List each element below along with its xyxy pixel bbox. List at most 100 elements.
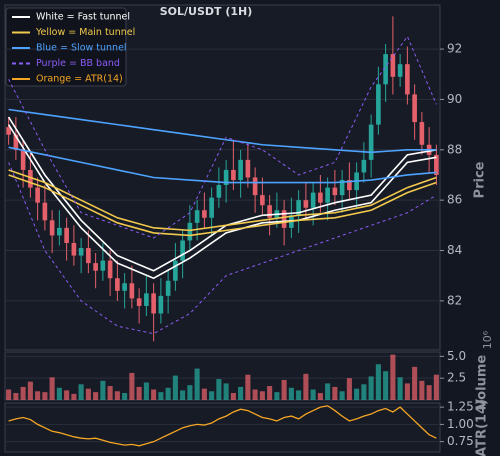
volume-axis-label: Volume: [475, 355, 490, 410]
volume-bar: [71, 393, 77, 400]
volume-bar: [426, 385, 432, 400]
candle-body: [180, 240, 185, 261]
candle-body: [129, 283, 135, 299]
legend-label: Blue = Slow tunnel: [36, 43, 127, 54]
legend-label: Purple = BB band: [36, 58, 120, 69]
candle-body: [6, 127, 11, 135]
y-tick-label: 5.0: [447, 349, 466, 363]
candle-body: [390, 54, 396, 77]
volume-bar: [383, 371, 389, 400]
volume-bar: [180, 390, 186, 400]
volume-bar: [267, 386, 273, 400]
volume-bar: [317, 393, 323, 400]
candle-body: [281, 210, 287, 228]
volume-bar: [325, 383, 331, 400]
candle-body: [13, 134, 19, 150]
y-tick-label: 90: [447, 92, 462, 106]
candle-body: [202, 210, 207, 218]
candle-body: [115, 278, 120, 291]
volume-bar: [223, 383, 229, 400]
volume-bar: [368, 376, 374, 400]
candle-body: [194, 210, 200, 223]
volume-bar: [397, 377, 403, 400]
volume-bar: [122, 393, 128, 400]
volume-bar: [259, 391, 265, 400]
candle-body: [209, 197, 214, 218]
volume-bar: [49, 377, 55, 400]
volume-bar: [201, 388, 207, 400]
candle-body: [42, 202, 48, 221]
volume-bar: [6, 389, 12, 400]
volume-bar: [209, 391, 215, 400]
candle-body: [267, 205, 272, 218]
volume-bar: [143, 382, 149, 400]
candle-body: [151, 293, 156, 314]
candle-body: [361, 159, 367, 173]
candle-body: [231, 169, 236, 181]
overlay-line: [8, 146, 437, 184]
y-tick-label: 0.75: [447, 434, 474, 448]
overlay-line: [7, 124, 437, 280]
candle-body: [122, 283, 127, 291]
volume-bar: [85, 388, 91, 400]
candle-body: [136, 298, 142, 306]
volume-bar: [274, 392, 280, 400]
candle-body: [260, 195, 265, 206]
volume-bar: [20, 386, 26, 400]
volume-bar: [339, 391, 345, 400]
price-axis-label: Price: [473, 161, 488, 198]
overlay-line: [8, 169, 437, 232]
candle-body: [318, 192, 323, 203]
atr-axis-label: ATR(14): [475, 399, 490, 456]
candle-body: [165, 280, 171, 296]
candle-body: [296, 200, 301, 216]
candle-body: [383, 54, 388, 85]
candle-body: [20, 149, 26, 170]
y-tick-label: 84: [447, 243, 462, 257]
candle-body: [158, 295, 164, 314]
y-tick-label: 86: [447, 193, 462, 207]
candle-body: [216, 185, 222, 198]
y-tick-label: 1.00: [447, 417, 474, 431]
candle-body: [173, 260, 178, 281]
volume-bar: [296, 390, 302, 400]
volume-bar: [158, 392, 164, 400]
y-tick-label: 92: [447, 42, 462, 56]
volume-bar: [107, 386, 113, 400]
volume-bar: [114, 391, 120, 400]
overlay-line: [8, 174, 437, 237]
atr-line: [8, 405, 437, 447]
candle-body: [86, 248, 91, 264]
volume-bar: [13, 393, 19, 400]
volume-bar: [56, 387, 62, 400]
candle-body: [332, 187, 338, 196]
candle-body: [405, 64, 410, 95]
candle-body: [245, 159, 251, 178]
chart-title: SOL/USDT (1H): [160, 5, 253, 18]
volume-bar: [361, 384, 367, 400]
legend-label: Orange = ATR(14): [36, 74, 123, 85]
volume-bar: [151, 389, 157, 400]
candle-body: [35, 187, 40, 203]
volume-bar: [419, 380, 425, 400]
volume-bar: [165, 387, 171, 400]
atr-panel: [4, 402, 441, 453]
volume-bar: [64, 390, 70, 400]
volume-bar: [172, 375, 178, 400]
candle-body: [49, 220, 55, 236]
candle-body: [71, 242, 77, 256]
candle-body: [310, 192, 316, 208]
candle-body: [238, 159, 243, 181]
overlay-line: [8, 35, 437, 239]
volume-bar: [27, 381, 33, 400]
volume-bar: [412, 366, 418, 400]
candle-body: [412, 94, 417, 123]
volume-bar: [100, 380, 106, 400]
volume-bar: [332, 386, 338, 400]
volume-bar: [390, 354, 396, 400]
candle-body: [78, 248, 84, 256]
candle-body: [144, 293, 149, 306]
candle-body: [397, 64, 403, 77]
